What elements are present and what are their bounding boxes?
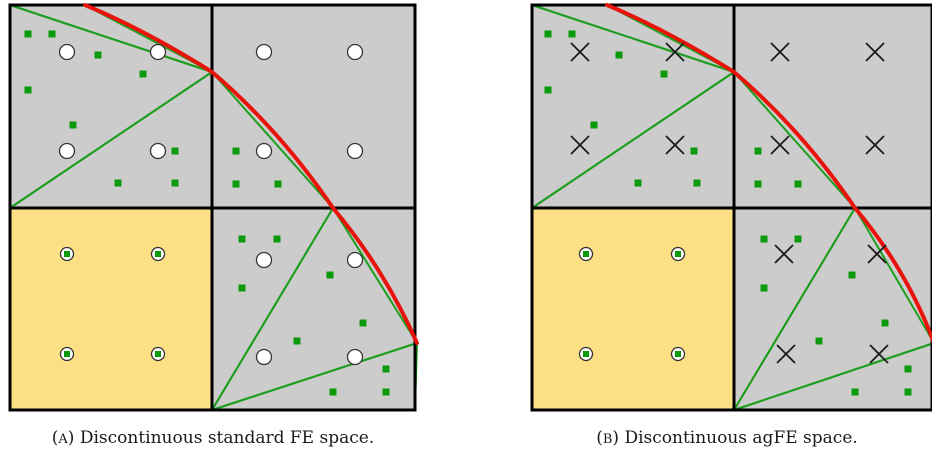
dof-open-circle <box>58 43 76 61</box>
dof-open-circle <box>149 142 167 160</box>
interior-dof-quad <box>155 351 161 357</box>
quadrature-point <box>815 337 823 345</box>
dof-cross <box>774 244 794 264</box>
dof-cross <box>869 344 889 364</box>
cut-cell-top-left <box>10 5 212 208</box>
quadrature-point <box>382 388 390 396</box>
cut-cell-top-right <box>212 5 415 208</box>
interior-dof-quad <box>64 251 70 257</box>
quadrature-point <box>544 30 552 38</box>
interior-dof-quad <box>64 351 70 357</box>
interior-cell-bottom-left <box>10 208 212 410</box>
quadrature-point <box>171 147 179 155</box>
caption-agfe: (B) Discontinuous agFE space. <box>522 428 932 448</box>
dof-open-circle <box>346 43 364 61</box>
quadrature-point <box>615 51 623 59</box>
interior-dof-quad <box>583 251 589 257</box>
quadrature-point <box>760 284 768 292</box>
quadrature-point <box>24 86 32 94</box>
quadrature-point <box>232 180 240 188</box>
caption-standard-fe: (A) Discontinuous standard FE space. <box>0 428 426 448</box>
quadrature-point <box>904 388 912 396</box>
quadrature-point <box>693 179 701 187</box>
dof-cross <box>665 135 685 155</box>
dof-cross <box>865 135 885 155</box>
diagram-standard-fe <box>8 3 419 412</box>
dof-open-circle <box>346 348 364 366</box>
quadrature-point <box>238 235 246 243</box>
quadrature-point <box>94 51 102 59</box>
quadrature-point <box>634 179 642 187</box>
quadrature-point <box>660 70 668 78</box>
quadrature-point <box>382 365 390 373</box>
dof-cross <box>867 244 887 264</box>
dof-open-circle <box>255 348 273 366</box>
quadrature-point <box>293 337 301 345</box>
interior-dof-quad <box>675 251 681 257</box>
quadrature-point <box>568 30 576 38</box>
quadrature-point <box>359 319 367 327</box>
dof-cross <box>865 42 885 62</box>
quadrature-point <box>48 30 56 38</box>
quadrature-point <box>690 147 698 155</box>
dof-open-circle <box>255 43 273 61</box>
caption-text-b: Discontinuous agFE space. <box>624 428 858 448</box>
caption-text-a: Discontinuous standard FE space. <box>79 428 375 448</box>
dof-cross <box>770 135 790 155</box>
interior-dof-quad <box>583 351 589 357</box>
domain-boundary-curve <box>605 3 932 344</box>
dof-cross <box>776 344 796 364</box>
dof-cross <box>570 42 590 62</box>
diagram-agfe <box>530 3 932 412</box>
quadrature-point <box>69 121 77 129</box>
quadrature-point <box>114 179 122 187</box>
quadrature-point <box>881 319 889 327</box>
interior-dof-quad <box>675 351 681 357</box>
dof-open-circle <box>255 142 273 160</box>
quadrature-point <box>794 180 802 188</box>
dof-cross <box>665 42 685 62</box>
quadrature-point <box>754 147 762 155</box>
quadrature-point <box>171 179 179 187</box>
panel-standard-fe <box>0 0 426 420</box>
caption-label-a: (A) <box>51 428 75 448</box>
quadrature-point <box>794 235 802 243</box>
cut-cell-top-left <box>532 5 734 208</box>
quadrature-point <box>273 235 281 243</box>
caption-label-b: (B) <box>596 428 620 448</box>
dof-open-circle <box>255 251 273 269</box>
quadrature-point <box>544 86 552 94</box>
quadrature-point <box>904 365 912 373</box>
domain-boundary-curve <box>83 3 419 345</box>
quadrature-point <box>851 388 859 396</box>
quadrature-point <box>24 30 32 38</box>
quadrature-point <box>326 271 334 279</box>
interior-cell-bottom-left <box>532 208 734 410</box>
quadrature-point <box>238 284 246 292</box>
dof-cross <box>570 135 590 155</box>
quadrature-point <box>754 180 762 188</box>
dof-open-circle <box>346 251 364 269</box>
quadrature-point <box>760 235 768 243</box>
dof-open-circle <box>58 142 76 160</box>
dof-open-circle <box>346 142 364 160</box>
quadrature-point <box>274 180 282 188</box>
dof-cross <box>770 42 790 62</box>
quadrature-point <box>232 147 240 155</box>
quadrature-point <box>329 388 337 396</box>
quadrature-point <box>848 271 856 279</box>
quadrature-point <box>590 121 598 129</box>
panel-agfe <box>522 0 932 420</box>
dof-open-circle <box>149 43 167 61</box>
quadrature-point <box>139 70 147 78</box>
interior-dof-quad <box>155 251 161 257</box>
